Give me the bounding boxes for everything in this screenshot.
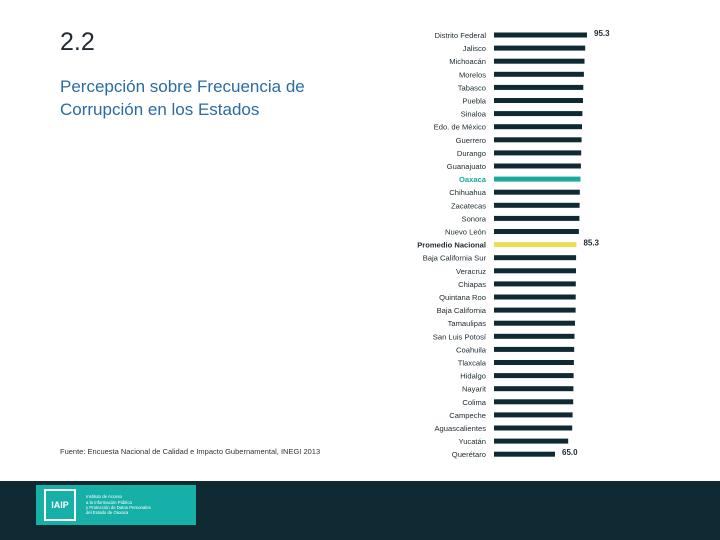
bar [494, 111, 583, 117]
bar [494, 360, 574, 365]
bar [494, 45, 586, 51]
highlight-bar [494, 176, 581, 182]
bar [494, 229, 579, 234]
slide-number: 2.2 [60, 28, 95, 56]
value-label: 85.3 [583, 239, 599, 248]
category-label: Puebla [462, 97, 486, 106]
category-label: Zacatecas [451, 201, 486, 210]
bar [494, 451, 555, 457]
bar [494, 255, 577, 261]
bar [494, 386, 574, 392]
category-label: Nayarit [462, 385, 487, 394]
bar [494, 58, 585, 64]
bar [494, 215, 580, 221]
category-label: Tlaxcala [458, 359, 487, 368]
bar [494, 399, 574, 405]
bar [494, 294, 576, 300]
footer-logo: IAIP Instituto de Acceso a la Informació… [36, 485, 196, 525]
category-label: Coahuila [456, 345, 487, 354]
category-label: Chihuahua [449, 188, 487, 197]
value-label: 65.0 [562, 448, 578, 457]
logo-line: a la Información Pública [86, 499, 132, 505]
bar [494, 137, 582, 143]
corruption-frequency-bar-chart: Distrito Federal 95.3 Jalisco Michoacán More… [417, 29, 610, 459]
average-bar [494, 242, 577, 248]
bar [494, 32, 587, 38]
logo-line: del Estado de Oaxaca [86, 510, 129, 516]
category-label: Chiapas [458, 280, 486, 289]
bar [494, 333, 575, 339]
bar [494, 84, 584, 90]
logo-line: Instituto de Acceso [86, 494, 123, 500]
bar [494, 373, 574, 379]
category-label: Campeche [449, 411, 486, 420]
logo-line: y Protección de Datos Personales [86, 505, 151, 510]
category-label: Querétaro [452, 450, 486, 459]
iaip-logo-mark: IAIP [44, 489, 76, 521]
bar [494, 71, 584, 77]
category-label: Nuevo León [445, 228, 486, 237]
category-label: Durango [457, 149, 486, 158]
category-label: Hidalgo [460, 372, 486, 381]
value-label: 95.3 [594, 29, 610, 38]
bar [494, 438, 569, 444]
category-label: Guanajuato [447, 162, 486, 171]
category-label: Colima [462, 398, 486, 407]
bar [494, 98, 583, 103]
category-label: Distrito Federal [435, 31, 487, 40]
category-label: Oaxaca [459, 175, 487, 184]
category-label: Tabasco [458, 83, 486, 92]
bar [494, 281, 576, 287]
category-label: Michoacán [449, 57, 486, 66]
bar [494, 346, 575, 352]
bar [494, 163, 581, 169]
category-label: San Luis Potosí [433, 332, 487, 341]
category-label: Sinaloa [461, 110, 487, 119]
category-label: Baja California Sur [423, 254, 487, 263]
category-label: Aguascalientes [434, 424, 486, 433]
bar [494, 150, 582, 156]
bar [494, 124, 582, 130]
bar [494, 202, 580, 208]
category-label: Baja California [437, 306, 487, 315]
category-label: Morelos [459, 70, 486, 79]
category-label: Edo. de México [434, 123, 486, 132]
logo-text-block: Instituto de Acceso a la Información Púb… [86, 494, 151, 516]
bar [494, 307, 576, 313]
bar [494, 425, 573, 431]
bar [494, 320, 575, 326]
category-label: Yucatán [459, 437, 486, 446]
category-label: Jalisco [463, 44, 486, 53]
bar [494, 268, 576, 274]
category-label: Veracruz [456, 267, 486, 276]
category-label: Guerrero [456, 136, 486, 145]
category-label: Sonora [462, 214, 487, 223]
category-label: Promedio Nacional [417, 241, 486, 250]
bar [494, 189, 580, 195]
category-label: Tamaulipas [448, 319, 487, 328]
slide-title: Percepción sobre Frecuencia de Corrupció… [60, 77, 305, 119]
source-note: Fuente: Encuesta Nacional de Calidad e I… [60, 447, 321, 456]
category-label: Quintana Roo [439, 293, 486, 302]
bar [494, 412, 573, 418]
